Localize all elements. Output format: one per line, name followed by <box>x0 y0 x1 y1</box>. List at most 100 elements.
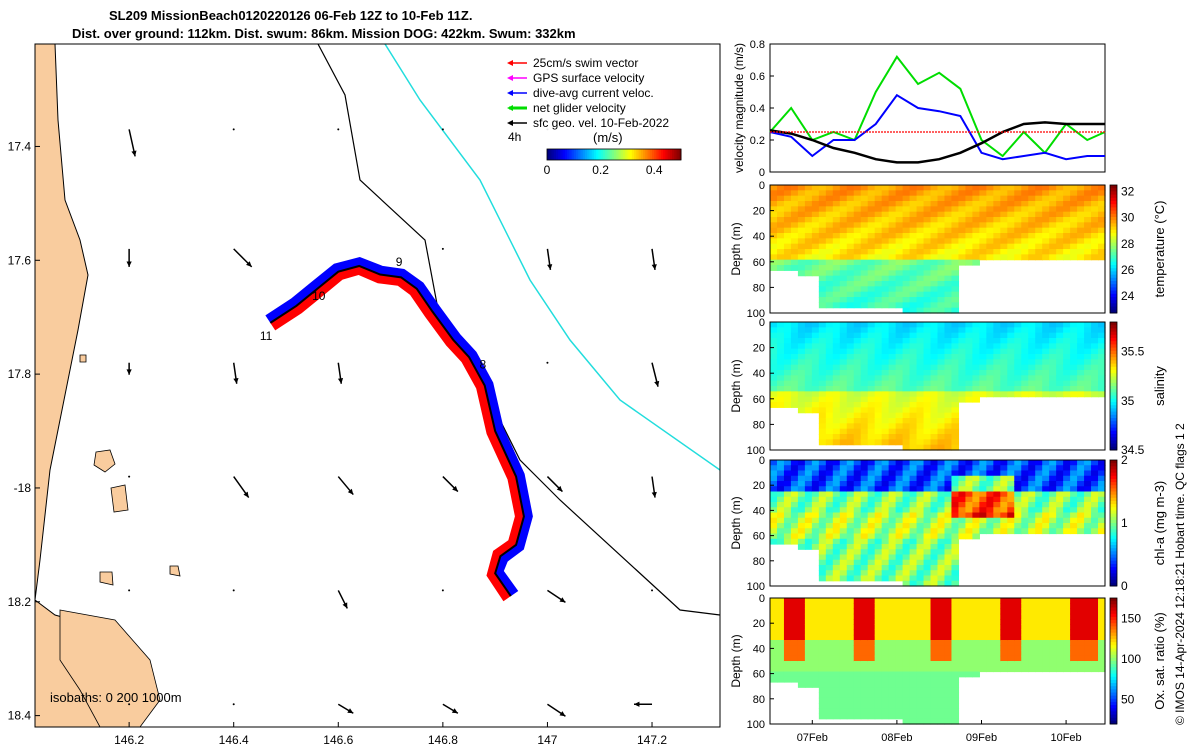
temperature-cell <box>811 190 820 197</box>
oxygen-cell <box>853 598 862 604</box>
chlorophyll-cell <box>993 486 1001 493</box>
salinity-cell <box>888 370 897 376</box>
oxygen-cell <box>979 608 987 615</box>
oxygen-cell <box>825 624 834 631</box>
chlorophyll-cell <box>986 481 994 487</box>
salinity-cell <box>783 332 792 339</box>
salinity-cell <box>1091 380 1099 387</box>
chlorophyll-cell <box>937 460 946 466</box>
chlorophyll-cell <box>958 465 967 472</box>
oxygen-cell <box>783 629 792 636</box>
salinity-cell <box>818 348 827 355</box>
temperature-cell <box>1070 227 1078 234</box>
chlorophyll-cell <box>1000 512 1008 519</box>
temperature-cell <box>860 249 869 255</box>
salinity-cell <box>937 370 946 376</box>
oxygen-cell <box>951 650 960 657</box>
salinity-cell <box>1070 343 1078 350</box>
salinity-cell <box>839 338 848 344</box>
oxygen-cell <box>1014 666 1022 673</box>
oxygen-cell <box>818 713 827 720</box>
salinity-cell <box>1007 370 1015 376</box>
oxygen-cell <box>818 655 827 662</box>
chlorophyll-cell <box>839 528 848 535</box>
oxygen-cell <box>923 603 932 610</box>
oxygen-cell <box>1084 666 1092 673</box>
temperature-cell <box>860 185 869 191</box>
temperature-cell <box>951 227 960 234</box>
salinity-cell <box>923 338 932 344</box>
salinity-cell <box>986 354 994 360</box>
chlorophyll-cell <box>874 528 883 535</box>
temperature-cell <box>832 254 841 261</box>
chlorophyll-cell <box>923 528 932 535</box>
oxygen-cell <box>881 687 890 694</box>
chlorophyll-cell <box>832 528 841 535</box>
chlorophyll-frame <box>769 459 1106 587</box>
chlorophyll-cell <box>951 533 960 540</box>
salinity-cell <box>1000 380 1008 387</box>
chlorophyll-cell <box>818 486 827 493</box>
oxygen-cell <box>825 619 834 625</box>
temperature-cell <box>944 227 953 234</box>
salinity-cell <box>874 332 883 339</box>
oxygen-cell <box>818 650 827 657</box>
salinity-cell <box>1007 364 1015 371</box>
oxygen-cell <box>902 703 911 709</box>
temperature-cell <box>790 222 799 229</box>
oxygen-cell <box>853 624 862 631</box>
oxygen-cell <box>923 703 932 709</box>
oxygen-cell <box>1007 629 1015 636</box>
salinity-cell <box>839 428 848 435</box>
salinity-cell <box>867 418 876 424</box>
chlorophyll-cell <box>846 491 855 498</box>
temperature-cell <box>986 243 994 250</box>
oxygen-cell <box>881 613 890 620</box>
salinity-cell <box>811 338 820 344</box>
salinity-cell <box>853 327 862 334</box>
temperature-cell <box>776 243 785 250</box>
salinity-cell <box>825 327 834 334</box>
chlorophyll-cell <box>1070 481 1078 487</box>
chlorophyll-cell <box>874 465 883 472</box>
temperature-cell <box>790 238 799 245</box>
chlorophyll-cell <box>944 538 953 545</box>
salinity-cell <box>860 354 869 360</box>
time-axis: 07Feb 08Feb 09Feb 10Feb <box>797 720 1082 744</box>
current-vector-head <box>559 711 566 717</box>
temperature-cell <box>1063 238 1071 245</box>
salinity-cell <box>916 354 925 360</box>
temperature-cell <box>937 233 946 239</box>
chlorophyll-cell <box>993 502 1001 508</box>
temperature-cell <box>951 190 960 197</box>
salinity-cell <box>944 434 953 440</box>
salinity-cell <box>986 322 994 328</box>
temperature-cell <box>790 217 799 223</box>
temperature-cell <box>818 206 827 213</box>
chlorophyll-cell <box>853 533 862 540</box>
temperature-cell <box>965 259 973 266</box>
oxygen-cell <box>993 655 1001 662</box>
chlorophyll-cell <box>1007 491 1015 498</box>
oxygen-cell <box>916 713 925 720</box>
chlorophyll-cell <box>958 502 967 508</box>
salinity-cell <box>825 423 834 430</box>
oxygen-cell <box>804 624 813 631</box>
chlorophyll-cell <box>776 460 785 466</box>
chlorophyll-cell <box>797 460 806 466</box>
salinity-cell <box>867 364 876 371</box>
chlorophyll-cell <box>1056 523 1064 529</box>
oxygen-cell <box>1070 608 1078 615</box>
chlorophyll-cell <box>790 486 799 493</box>
oxygen-cell <box>895 697 904 704</box>
chlorophyll-cell <box>860 507 869 514</box>
temperature-cell <box>1035 227 1043 234</box>
salinity-cell <box>937 444 946 451</box>
oxygen-cell <box>1028 655 1036 662</box>
temperature-cell <box>797 211 806 218</box>
temperature-cell <box>958 195 967 202</box>
chlorophyll-cell <box>783 475 792 482</box>
legend-label: sfc geo. vel. 10-Feb-2022 <box>533 116 669 130</box>
temperature-cell <box>888 190 897 197</box>
